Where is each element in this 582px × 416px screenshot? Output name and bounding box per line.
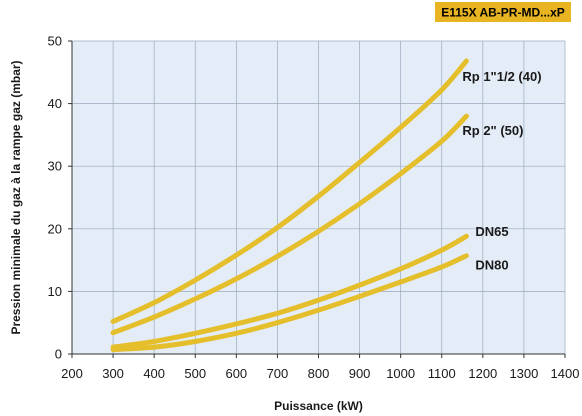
y-tick-label: 40 (48, 96, 62, 111)
x-tick-label: 1100 (428, 366, 456, 381)
x-tick-label: 400 (143, 366, 165, 381)
series-label: Rp 1"1/2 (40) (462, 69, 541, 84)
x-tick-label: 600 (225, 366, 247, 381)
series-line (110, 58, 469, 324)
tick-labels: 200 300 400 500 600 700 800 900 1000 1100 1200 1300… (48, 34, 580, 382)
y-tick-label: 10 (48, 284, 62, 299)
series-labels: Rp 1"1/2 (40) Rp 2" (50) DN65 DN80 (462, 69, 541, 273)
y-tick-label: 50 (48, 34, 62, 49)
x-axis-title: Puissance (kW) (274, 399, 363, 413)
model-badge: E115X AB-PR-MD...xP (435, 2, 571, 22)
x-tick-label: 900 (349, 366, 371, 381)
series-lines (110, 58, 469, 353)
series-label: DN65 (475, 224, 508, 239)
y-axis-title: Pression minimale du gaz à la rampe gaz … (9, 60, 23, 334)
series-line (110, 233, 469, 350)
series-label: DN80 (475, 258, 508, 273)
series-label: Rp 2" (50) (462, 123, 523, 138)
y-tick-label: 0 (55, 347, 62, 362)
x-tick-label: 1300 (509, 366, 538, 381)
x-tick-label: 200 (61, 366, 83, 381)
model-badge-background (435, 2, 571, 22)
x-tick-label: 1000 (386, 366, 415, 381)
y-tick-label: 30 (48, 159, 62, 174)
x-tick-label: 500 (184, 366, 206, 381)
x-tick-label: 300 (102, 366, 124, 381)
x-tick-label: 1200 (468, 366, 497, 381)
x-tick-label: 800 (308, 366, 330, 381)
series-line (110, 113, 469, 336)
series-line (110, 253, 469, 353)
x-tick-label: 1400 (551, 366, 580, 381)
x-tick-label: 700 (267, 366, 289, 381)
y-tick-label: 20 (48, 221, 62, 236)
model-badge-text: E115X AB-PR-MD...xP (441, 6, 565, 20)
